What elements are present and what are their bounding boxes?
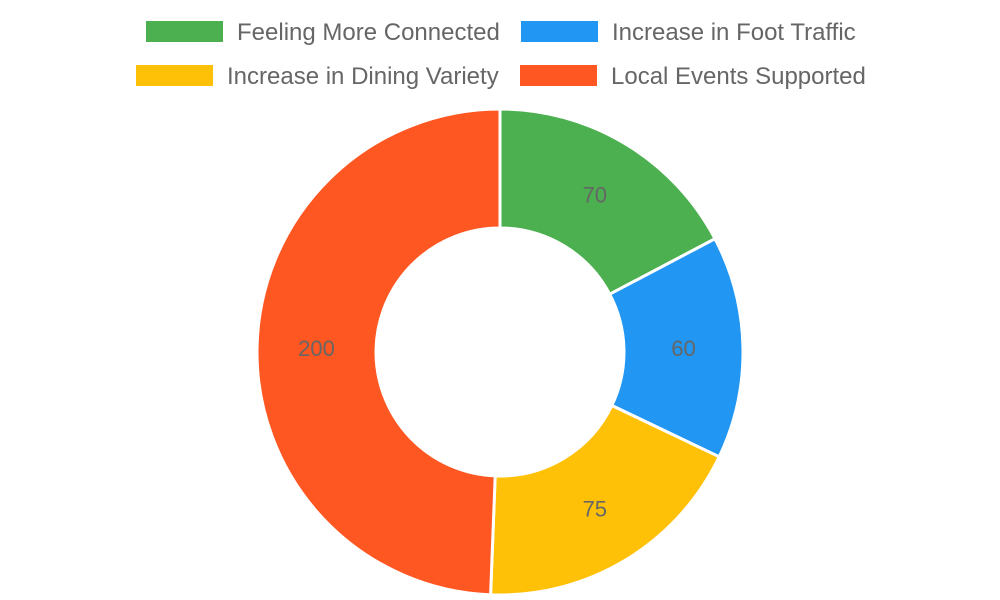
legend-item-feeling-more-connected[interactable]: Feeling More Connected (146, 19, 500, 46)
slice-value-label: 200 (298, 336, 335, 361)
slice-feeling-more-connected[interactable] (498, 107, 718, 297)
legend-label: Feeling More Connected (237, 19, 500, 46)
slice-value-label: 60 (671, 336, 695, 361)
chart-legend: Feeling More Connected Increase in Foot … (136, 19, 866, 90)
slice-value-label: 75 (583, 497, 607, 522)
legend-label: Increase in Dining Variety (227, 63, 499, 90)
legend-label: Increase in Foot Traffic (612, 19, 856, 46)
slice-increase-in-foot-traffic[interactable] (607, 236, 745, 459)
legend-swatch (136, 65, 213, 86)
legend-swatch (521, 21, 598, 42)
legend-item-increase-in-foot-traffic[interactable]: Increase in Foot Traffic (521, 19, 856, 46)
slice-increase-in-dining-variety[interactable] (489, 403, 722, 597)
legend-item-local-events-supported[interactable]: Local Events Supported (520, 63, 866, 90)
slice-labels: 70 60 75 200 (298, 182, 696, 521)
legend-label: Local Events Supported (611, 63, 866, 90)
slice-local-events-supported[interactable] (255, 107, 502, 597)
slice-value-label: 70 (583, 182, 607, 207)
legend-swatch (520, 65, 597, 86)
legend-swatch (146, 21, 223, 42)
legend-item-increase-in-dining-variety[interactable]: Increase in Dining Variety (136, 63, 499, 90)
doughnut-slices (255, 107, 745, 597)
